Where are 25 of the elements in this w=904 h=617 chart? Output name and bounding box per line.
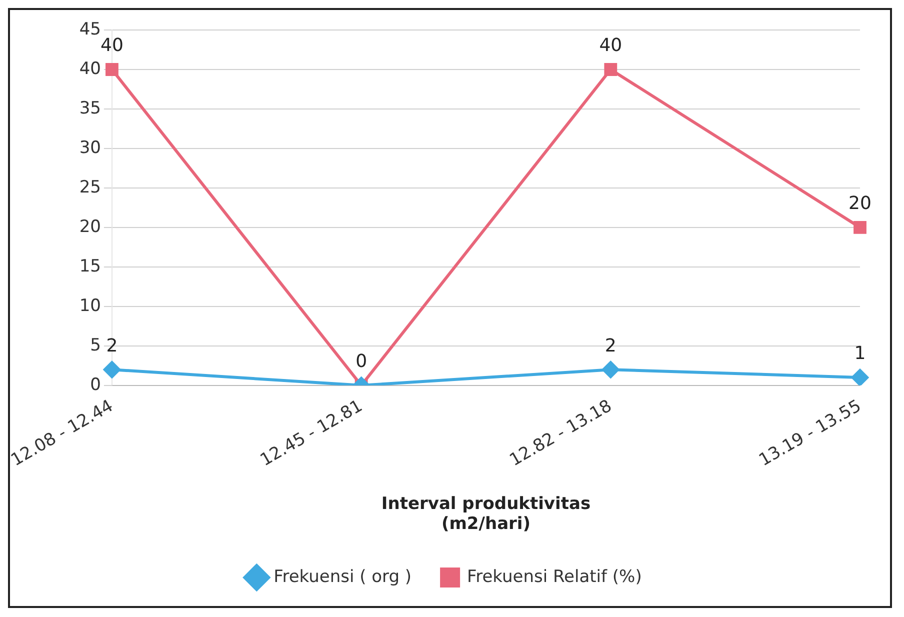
y-tick-label: 45 <box>79 19 101 40</box>
legend-label: Frekuensi ( org ) <box>274 566 412 587</box>
point <box>602 361 620 378</box>
x-axis-title: Interval produktivitas (m2/hari) <box>381 494 591 534</box>
data-label: 0 <box>356 351 368 372</box>
point <box>604 63 618 76</box>
y-tick-label: 30 <box>79 138 101 158</box>
y-tick-label: 20 <box>79 216 101 237</box>
data-label: 40 <box>599 35 622 56</box>
data-label: 20 <box>848 193 872 214</box>
y-tick-label: 0 <box>90 374 101 395</box>
y-tick-label: 35 <box>79 98 101 118</box>
y-tick-label: 25 <box>79 177 101 198</box>
point <box>106 63 118 76</box>
data-label: 2 <box>604 335 616 356</box>
data-label: 2 <box>106 335 118 356</box>
point <box>854 220 866 234</box>
y-tick-label: 15 <box>79 256 101 276</box>
y-tick-label: 40 <box>79 58 101 79</box>
legend-label: Frekuensi Relatif (%) <box>467 566 642 587</box>
y-tick-label: 10 <box>79 296 101 316</box>
point <box>103 361 120 378</box>
data-label: 1 <box>854 343 866 364</box>
point <box>852 368 868 386</box>
y-tick-label: 5 <box>90 335 101 356</box>
